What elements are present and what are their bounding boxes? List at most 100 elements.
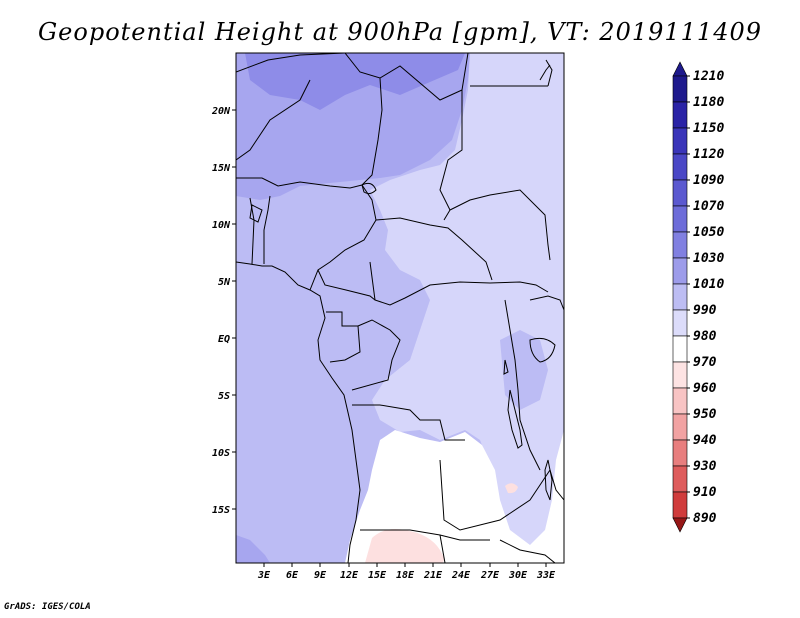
border-zimbabwe: [499, 539, 556, 563]
colorbar-level-label: 950: [693, 407, 717, 422]
colorbar-swatch: [672, 127, 688, 155]
border-niger-south: [236, 177, 363, 189]
colorbar-level-label: 970: [693, 355, 717, 370]
colorbar-swatch: [672, 283, 688, 311]
colorbar-level-label: 1010: [693, 277, 724, 292]
colorbar-level-label: 990: [693, 303, 717, 318]
contour-1050-sw: [236, 535, 270, 563]
border-drc-angola: [352, 404, 465, 441]
colorbar-level-label: 910: [693, 485, 717, 500]
colorbar-swatch: [672, 101, 688, 129]
contour-1030-east: [370, 53, 564, 563]
lake-victoria: [529, 337, 556, 363]
border-uganda: [529, 295, 564, 311]
colorbar-level-label: 1180: [693, 95, 724, 110]
colorbar-swatch: [672, 413, 688, 441]
border-drc-east: [504, 299, 541, 471]
border-car-south: [369, 261, 549, 306]
credit-label: GrADS: IGES/COLA: [4, 602, 91, 612]
lake-malawi: [544, 459, 553, 501]
lon-label: 15E: [368, 570, 387, 581]
lat-label: 5N: [218, 277, 231, 288]
colorbar-level-label: 1050: [693, 225, 724, 240]
colorbar-level-label: 930: [693, 459, 717, 474]
colorbar-level-label: 980: [693, 329, 717, 344]
colorbar: 1210 1180 1150 1120 1090 1070 1050 1030 1010 990 9…: [672, 61, 724, 533]
lon-label: 21E: [423, 570, 443, 581]
colorbar-swatch: [672, 257, 688, 285]
colorbar-swatch: [672, 335, 688, 363]
lon-label: 18E: [396, 570, 415, 581]
colorbar-level-label: 1210: [693, 69, 724, 84]
lat-label: 15N: [212, 163, 231, 174]
border-cameroon-car: [375, 217, 493, 281]
lake-kivu: [503, 359, 509, 375]
colorbar-level-label: 1090: [693, 173, 724, 188]
colorbar-level-label: 890: [693, 511, 717, 526]
border-congo: [351, 319, 401, 391]
border-sudan-east: [545, 59, 553, 87]
lat-label: 10N: [212, 220, 231, 231]
height-field: [236, 53, 564, 563]
lon-label: 24E: [451, 570, 471, 581]
colorbar-level-label: 1070: [693, 199, 724, 214]
lon-label: 3E: [257, 570, 271, 581]
contour-1030-pocket: [500, 330, 548, 410]
contour-990-b: [505, 483, 518, 494]
colorbar-swatch: [672, 205, 688, 233]
borders: [236, 53, 564, 563]
lat-label: 5S: [218, 391, 230, 402]
border-niger-chad: [361, 77, 383, 186]
lon-label: 12E: [340, 570, 359, 581]
colorbar-level-label: 1030: [693, 251, 724, 266]
border-namibia-botswana: [439, 534, 446, 563]
colorbar-swatch: [672, 153, 688, 181]
colorbar-swatch: [672, 309, 688, 337]
coast-red-sea: [539, 64, 551, 81]
lat-label: 20N: [211, 106, 231, 117]
border-mozambique: [549, 469, 564, 501]
border-angola-south: [360, 529, 490, 541]
border-mali-niger: [236, 79, 311, 161]
colorbar-level-label: 940: [693, 433, 717, 448]
colorbar-swatch: [672, 361, 688, 389]
border-benin-nigeria: [263, 195, 271, 264]
lat-label: 10S: [212, 448, 230, 459]
coastline-west: [236, 261, 361, 563]
lon-label: 33E: [536, 570, 556, 581]
border-sudan-south: [449, 189, 551, 261]
map-title: Geopotential Height at 900hPa [gpm], VT:…: [38, 18, 762, 46]
colorbar-swatch: [672, 491, 688, 519]
colorbar-swatch: [672, 231, 688, 259]
colorbar-swatch: [672, 75, 688, 103]
lon-label: 6E: [286, 570, 299, 581]
map-frame: [235, 52, 565, 564]
lake-tanganyika: [507, 389, 523, 449]
colorbar-level-label: 960: [693, 381, 717, 396]
border-chad-sudan: [439, 90, 463, 221]
contour-990-a: [365, 529, 444, 563]
colorbar-level-label: 1120: [693, 147, 724, 162]
colorbar-level-label: 1150: [693, 121, 724, 136]
colorbar-bottom-arrow: [672, 517, 688, 533]
border-zambia: [439, 459, 551, 531]
colorbar-swatch: [672, 387, 688, 415]
lake-volta: [249, 204, 263, 223]
border-nigeria-cameroon: [309, 184, 377, 291]
lon-label: 27E: [480, 570, 500, 581]
lat-axis: 20N 15N 10N 5N EQ 5S 10S 15S: [211, 106, 236, 516]
lat-label: EQ: [218, 334, 230, 345]
border-cameroon-south: [317, 269, 376, 301]
lon-axis: 3E 6E 9E 12E 15E 18E 21E 24E 27E 30E 33E: [257, 563, 556, 581]
border-algeria-niger: [236, 53, 346, 73]
colorbar-swatch: [672, 439, 688, 467]
colorbar-swatch: [672, 465, 688, 493]
lon-label: 30E: [508, 570, 528, 581]
colorbar-top-arrow: [672, 61, 688, 77]
colorbar-swatch: [672, 179, 688, 207]
lat-label: 15S: [212, 505, 230, 516]
lake-chad: [361, 182, 377, 195]
contour-1070: [245, 53, 465, 110]
lon-label: 9E: [314, 570, 327, 581]
